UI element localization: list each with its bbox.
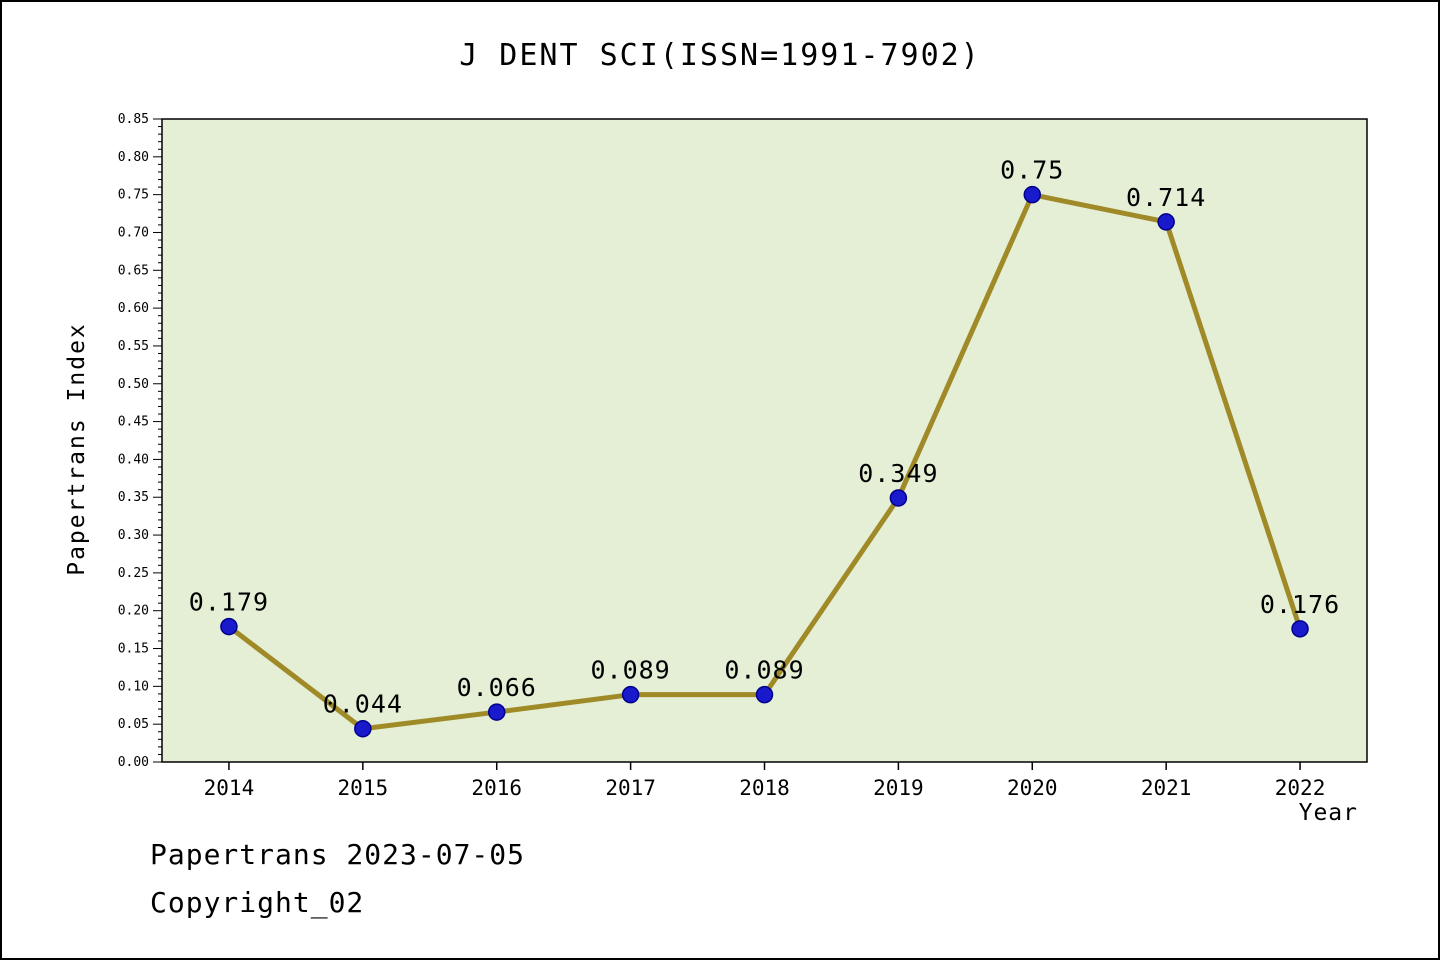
y-tick-label: 0.75 [118,188,149,203]
data-label: 0.176 [1260,590,1340,619]
x-tick-label: 2016 [471,776,522,800]
data-point [354,719,372,738]
x-tick-label: 2019 [873,776,924,800]
data-point [1157,213,1175,231]
data-point [889,489,908,507]
y-tick-label: 0.65 [118,263,149,278]
y-tick-label: 0.30 [118,528,149,543]
data-point [487,703,506,721]
y-tick-label: 0.10 [118,679,149,694]
x-tick-label: 2015 [338,776,389,800]
data-label: 0.066 [457,673,537,702]
y-tick-label: 0.55 [118,339,149,354]
y-tick-label: 0.60 [118,301,149,316]
data-point [755,685,774,704]
data-label: 0.179 [189,588,269,617]
y-tick-label: 0.05 [118,717,149,732]
y-tick-label: 0.15 [118,642,149,657]
y-tick-label: 0.25 [118,566,149,581]
y-tick-label: 0.35 [118,490,149,505]
y-tick-label: 0.50 [118,377,149,392]
data-label: 0.089 [590,656,670,685]
y-tick-label: 0.80 [118,150,149,165]
y-tick-label: 0.70 [118,225,149,240]
x-tick-label: 2021 [1141,776,1192,800]
x-tick-label: 2014 [204,776,255,800]
data-point [621,685,640,704]
data-label: 0.714 [1126,183,1206,212]
data-point [220,617,238,636]
x-tick-label: 2017 [605,776,656,800]
y-tick-label: 0.85 [118,112,149,127]
chart-title: J DENT SCI(ISSN=1991-7902) [459,38,981,73]
data-label: 0.089 [724,656,804,685]
y-tick-label: 0.40 [118,452,149,467]
data-label: 0.349 [858,459,938,488]
footer-date: Papertrans 2023-07-05 [150,838,526,871]
y-axis: 0.00 0.05 0.10 0.15 0.20 0.25 0.30 0.35 0.40 0.45… [118,112,162,770]
x-tick-label: 2018 [739,776,790,800]
data-point [1291,620,1309,638]
x-tick-label: 2022 [1275,776,1326,800]
data-label: 0.044 [323,690,403,719]
y-tick-label: 0.20 [118,604,149,619]
x-tick-label: 2020 [1007,776,1058,800]
data-label: 0.75 [1000,156,1064,185]
data-point [1023,185,1042,204]
y-tick-label: 0.45 [118,415,149,430]
x-axis: 2014 2015 2016 2017 2018 2019 2020 2021 2022 [204,762,1326,800]
x-axis-title: Year [1298,800,1358,826]
y-tick-label: 0.00 [118,755,149,770]
footer-copyright: Copyright_02 [150,886,365,919]
